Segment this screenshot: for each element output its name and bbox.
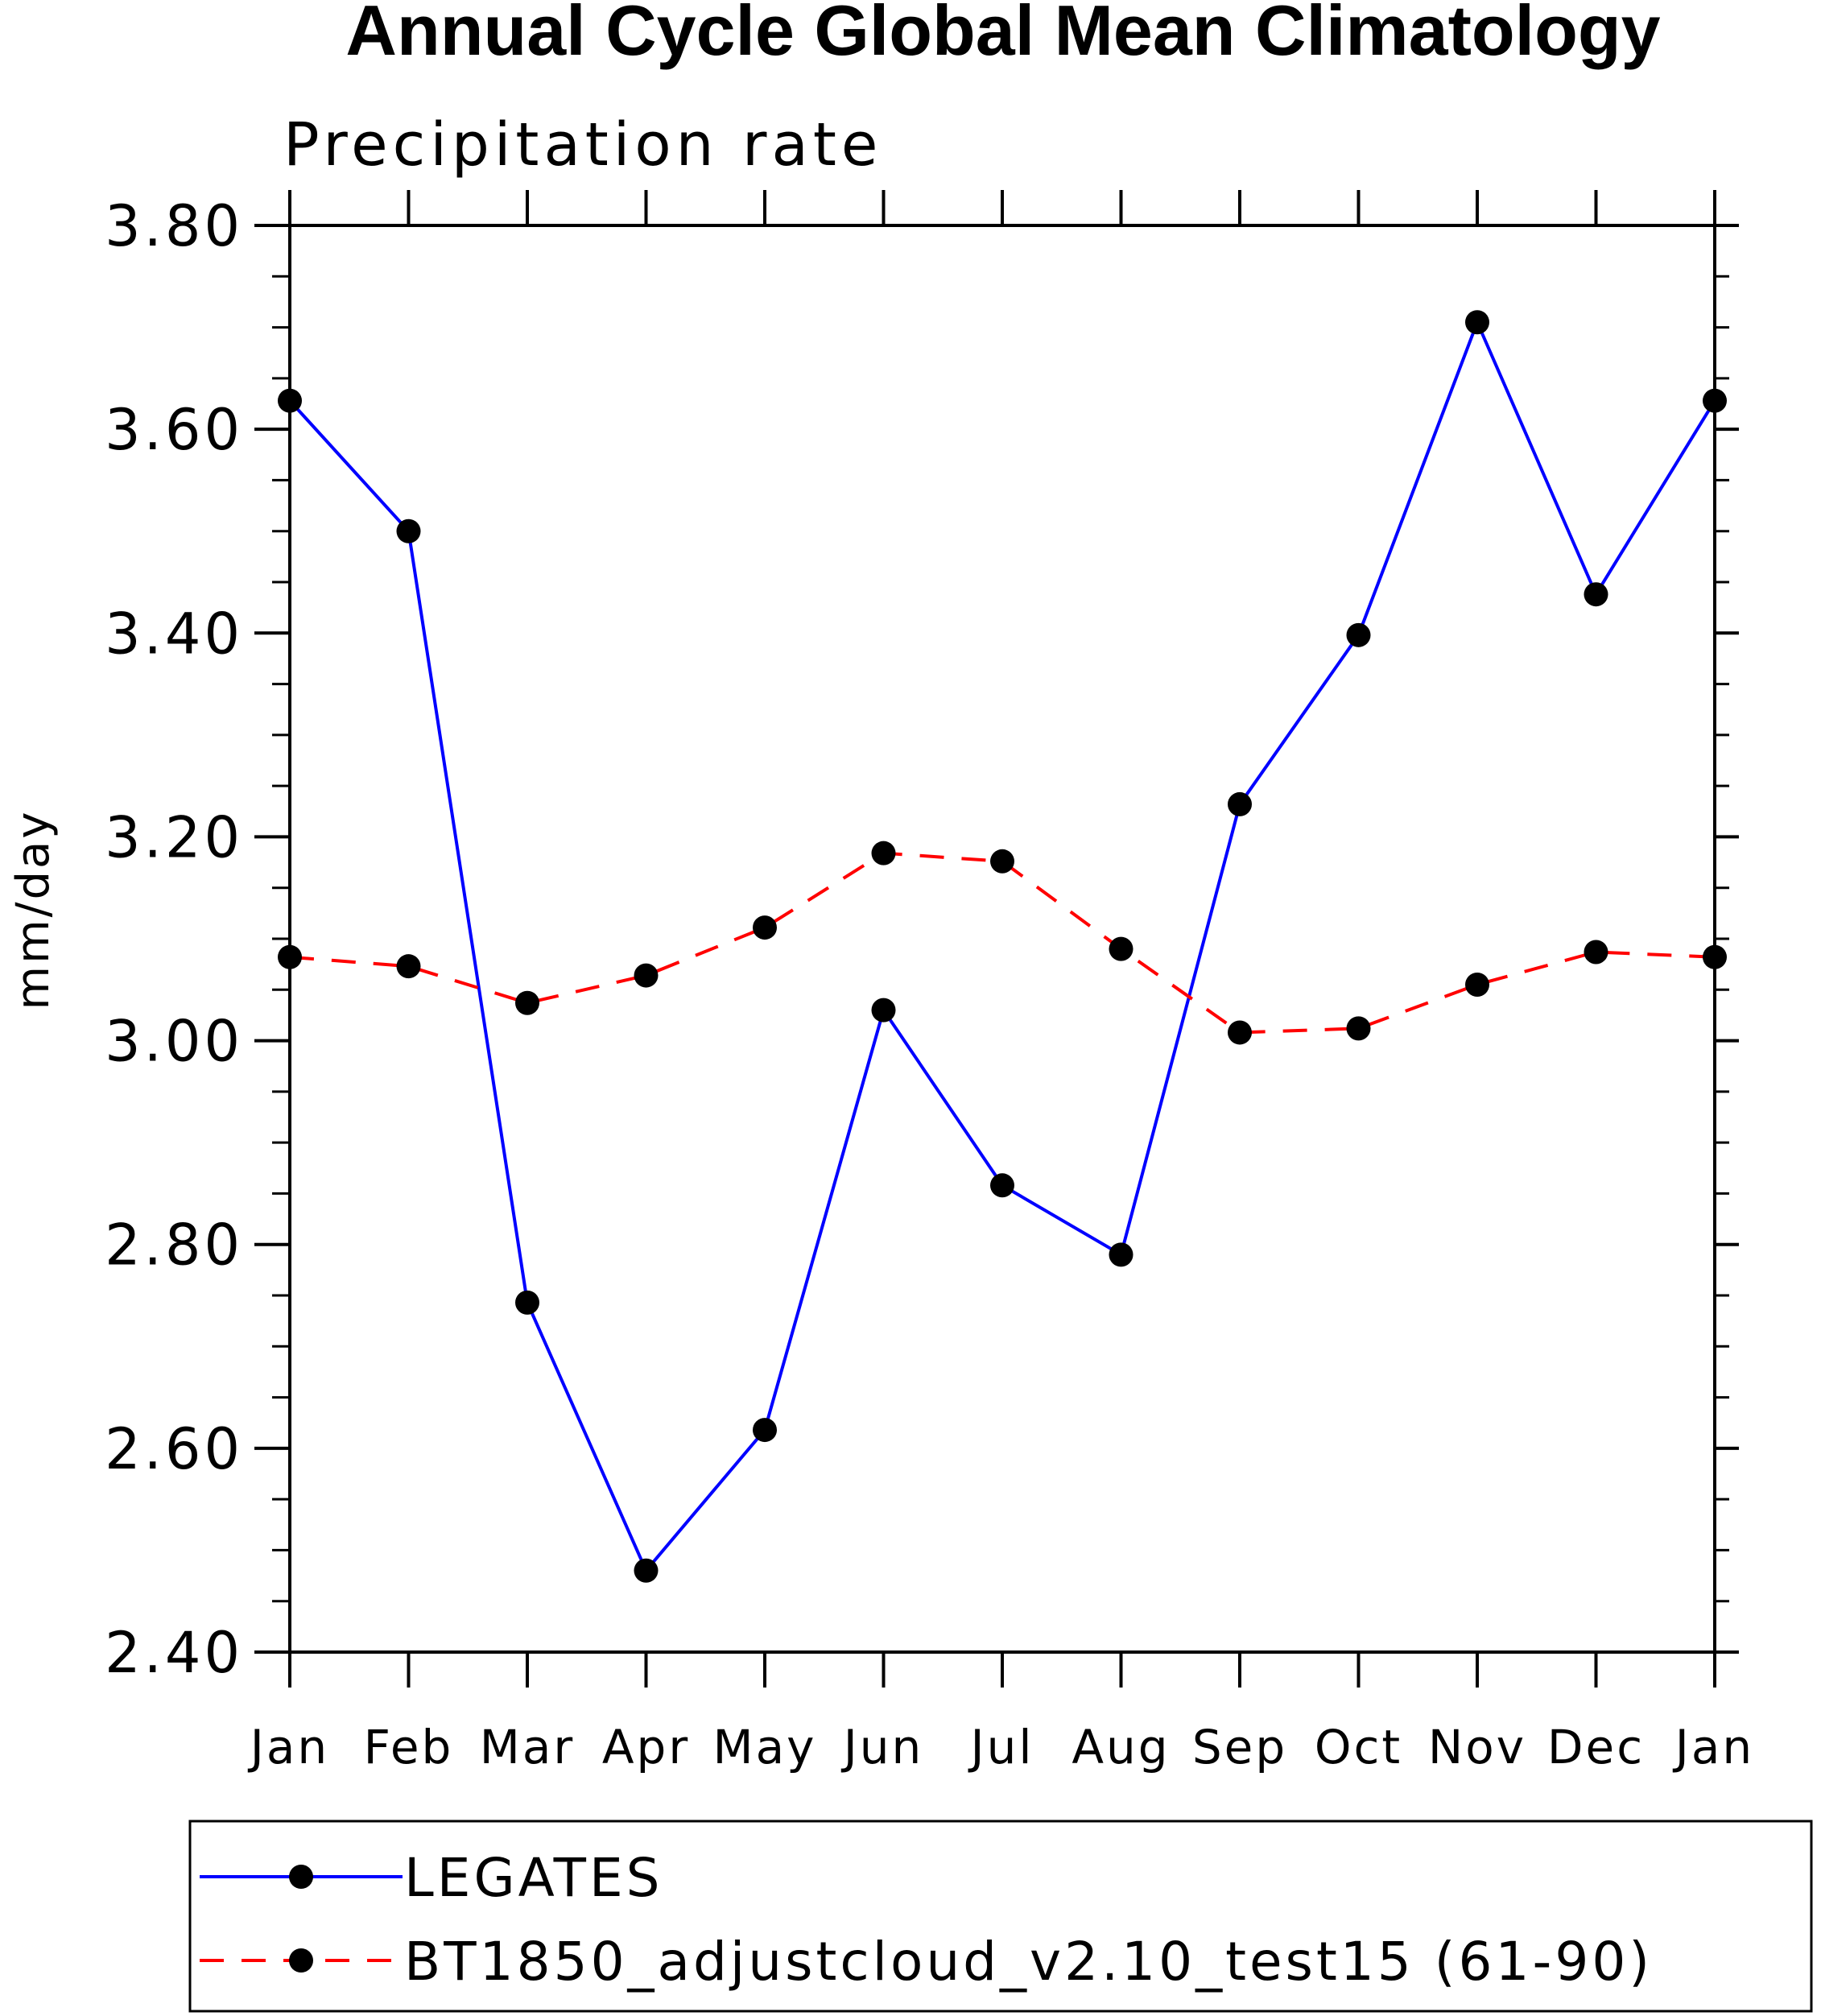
series-1-point bbox=[396, 954, 421, 979]
series-1-point bbox=[1703, 944, 1727, 969]
series-0-point bbox=[1465, 310, 1489, 335]
series-layer bbox=[278, 310, 1727, 1583]
x-tick-label: Jan bbox=[1673, 1720, 1754, 1774]
legend-box bbox=[188, 1820, 1813, 2013]
series-1-point bbox=[871, 841, 896, 865]
x-tick-label: Feb bbox=[364, 1720, 454, 1774]
x-tick-label: Aug bbox=[1072, 1720, 1170, 1774]
series-0-point bbox=[1228, 791, 1252, 816]
series-1-point bbox=[1346, 1016, 1371, 1041]
y-tick-label: 3.40 bbox=[105, 601, 243, 667]
legend-marker-0 bbox=[289, 1865, 313, 1889]
series-0-point bbox=[396, 518, 421, 543]
series-1-point bbox=[634, 963, 659, 988]
x-tick-label: Oct bbox=[1315, 1720, 1402, 1774]
legend-entries: LEGATES BT1850_adjustcloud_v2.10_test15 (… bbox=[200, 1847, 1653, 1993]
y-tick-label: 3.20 bbox=[105, 804, 243, 870]
legend-label-0: LEGATES bbox=[404, 1847, 663, 1909]
y-tick-label: 3.00 bbox=[105, 1009, 243, 1075]
legend-label-1: BT1850_adjustcloud_v2.10_test15 (61-90) bbox=[404, 1931, 1653, 1993]
series-0-point bbox=[1109, 1242, 1133, 1267]
x-tick-label: Sep bbox=[1192, 1720, 1287, 1774]
series-line-0 bbox=[288, 317, 1716, 1574]
series-1-point bbox=[1228, 1020, 1252, 1045]
series-0-point bbox=[1346, 622, 1371, 647]
legend-marker-1 bbox=[289, 1948, 313, 1973]
x-tick-label: Apr bbox=[602, 1720, 690, 1774]
x-tick-label: Nov bbox=[1428, 1720, 1526, 1774]
y-tick-label: 3.80 bbox=[105, 193, 243, 259]
x-tick-label: Jul bbox=[968, 1720, 1034, 1774]
x-tick-label: Dec bbox=[1547, 1720, 1645, 1774]
series-1-point bbox=[1584, 940, 1608, 965]
series-0-point bbox=[634, 1558, 659, 1583]
series-1-point bbox=[1109, 936, 1133, 961]
y-tick-label: 2.80 bbox=[105, 1212, 243, 1279]
series-0-point bbox=[753, 1418, 777, 1443]
x-tick-label: Mar bbox=[480, 1720, 575, 1774]
y-tick-label: 2.60 bbox=[105, 1416, 243, 1482]
series-0-point bbox=[278, 388, 302, 413]
series-0-point bbox=[1584, 582, 1608, 607]
series-0-point bbox=[515, 1290, 539, 1315]
x-axis: Jan Feb Mar Apr May Jun Jul Aug Sep Oct Nov Dec Jan bbox=[248, 190, 1754, 1774]
x-tick-label: Jun bbox=[841, 1720, 924, 1774]
series-0-point bbox=[990, 1173, 1014, 1198]
legend: LEGATES BT1850_adjustcloud_v2.10_test15 (… bbox=[188, 1820, 1813, 2013]
series-1-point bbox=[278, 944, 302, 969]
chart-subtitle: Precipitation rate bbox=[283, 110, 882, 180]
plot-frame bbox=[288, 224, 1716, 1654]
series-line-1 bbox=[289, 851, 1716, 1035]
y-axis: 2.40 2.60 2.80 3.00 3.20 3.40 3.60 3.80 bbox=[105, 193, 1739, 1686]
x-tick-label: Jan bbox=[248, 1720, 329, 1774]
series-1-point bbox=[1465, 972, 1489, 997]
series-1-point bbox=[515, 990, 539, 1015]
series-0-point bbox=[871, 998, 896, 1022]
series-0-point bbox=[1703, 388, 1727, 413]
chart-title: Annual Cycle Global Mean Climatology bbox=[345, 0, 1660, 70]
x-tick-label: May bbox=[713, 1720, 817, 1774]
y-tick-label: 2.40 bbox=[105, 1620, 243, 1686]
series-1-point bbox=[990, 849, 1014, 874]
y-tick-label: 3.60 bbox=[105, 397, 243, 463]
series-1-point bbox=[753, 915, 777, 940]
y-axis-label: mm/day bbox=[7, 810, 60, 1010]
